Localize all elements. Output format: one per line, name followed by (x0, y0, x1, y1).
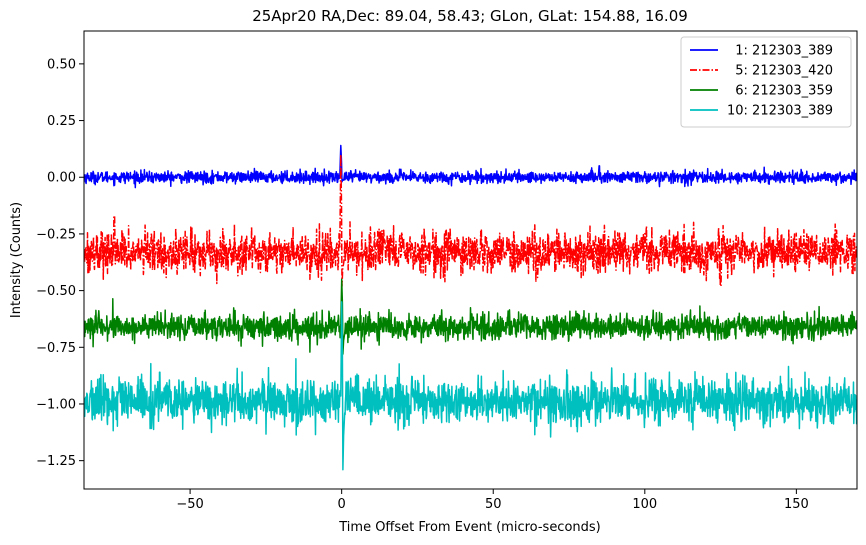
y-tick-label: −1.00 (36, 397, 76, 412)
legend: 1: 212303_389 5: 212303_420 6: 212303_35… (680, 36, 852, 128)
x-tick-label: −50 (176, 497, 203, 512)
legend-label: 6: 212303_359 (727, 84, 833, 99)
y-axis-label: Intensity (Counts) (9, 202, 24, 318)
x-tick-label: 100 (632, 497, 657, 512)
y-tick-label: 0.25 (47, 114, 76, 129)
x-tick-label: 150 (784, 497, 809, 512)
x-tick-label: 50 (485, 497, 502, 512)
chart-title: 25Apr20 RA,Dec: 89.04, 58.43; GLon, GLat… (252, 7, 688, 25)
y-tick-label: −0.50 (36, 284, 76, 299)
series-line-4 (84, 301, 857, 471)
legend-box (680, 36, 852, 128)
series-line-2 (84, 153, 857, 287)
series-layer (84, 144, 857, 471)
y-tick-label: 0.50 (47, 57, 76, 72)
y-tick-label: −0.75 (36, 341, 76, 356)
x-tick-label: 0 (338, 497, 346, 512)
legend-label: 10: 212303_389 (727, 104, 833, 119)
y-tick-label: 0.00 (47, 171, 76, 186)
y-axis: 0.50 0.25 0.00 −0.25 −0.50 −0.75 −1.00 −1.25 (36, 57, 84, 469)
series-line-1 (84, 144, 857, 189)
y-tick-label: −1.25 (36, 454, 76, 469)
x-axis-label: Time Offset From Event (micro-seconds) (338, 520, 601, 535)
legend-label: 5: 212303_420 (727, 64, 833, 79)
y-tick-label: −0.25 (36, 227, 76, 242)
legend-label: 1: 212303_389 (727, 44, 833, 59)
plot-frame (83, 30, 858, 490)
x-axis: −50 0 50 100 150 (176, 489, 809, 512)
series-line-3 (84, 278, 857, 355)
